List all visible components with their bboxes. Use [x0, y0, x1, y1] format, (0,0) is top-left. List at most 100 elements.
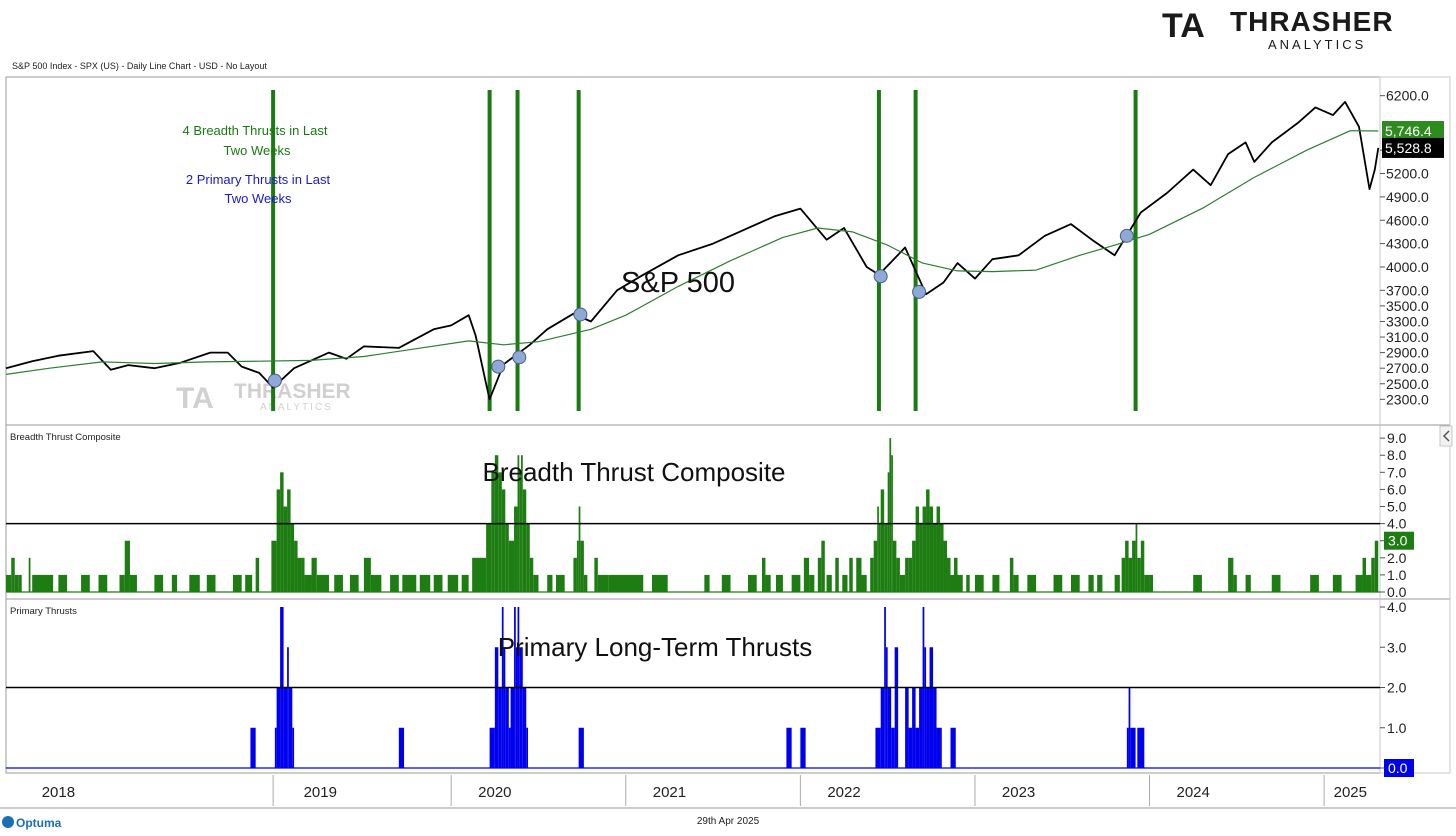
- breadth-bar-130: [1140, 540, 1145, 592]
- primary-bar-25: [800, 727, 806, 768]
- primary-bar-16: [510, 687, 515, 768]
- breadth-bar-19: [271, 540, 277, 592]
- breadth-bar-92: [889, 438, 892, 592]
- breadth-bar-14: [189, 574, 200, 592]
- brand-logo: TA THRASHER ANALYTICS: [1162, 6, 1393, 52]
- breadth-bar-62: [580, 540, 584, 592]
- primary-bar-46: [1126, 727, 1129, 768]
- breadth-bar-80: [835, 557, 839, 592]
- primary-bar-26: [875, 727, 881, 768]
- breadth-bar-20: [276, 489, 281, 592]
- breadth-bar-85: [870, 557, 874, 592]
- primary-bar-21: [522, 687, 527, 768]
- breadth-bar-86: [873, 540, 878, 592]
- collapse-toggle[interactable]: [1439, 425, 1453, 447]
- breadth-bar-89: [880, 489, 885, 592]
- breadth-bar-99: [912, 540, 916, 592]
- breadth-bar-91: [887, 472, 890, 592]
- breadth-bar-75: [803, 557, 810, 592]
- breadth-bar-13: [171, 574, 178, 592]
- primary-bar-27: [880, 687, 885, 768]
- breadth-bar-82: [849, 557, 853, 592]
- breadth-bar-39: [447, 574, 459, 592]
- thrust-marker-1: [491, 359, 506, 374]
- breadth-tick-label-7: 2.0: [1387, 550, 1407, 566]
- breadth-bar-55: [529, 557, 534, 592]
- breadth-bar-122: [1097, 574, 1103, 592]
- breadth-bar-128: [1135, 523, 1138, 592]
- year-label-2020: 2020: [478, 784, 511, 801]
- breadth-bar-18: [255, 557, 260, 592]
- breadth-bar-57: [547, 574, 553, 592]
- price-tick-label-7: 3700.0: [1386, 282, 1429, 298]
- breadth-bar-139: [1332, 574, 1342, 592]
- breadth-tick-label-3: 6.0: [1387, 481, 1407, 497]
- breadth-bar-49: [514, 506, 518, 592]
- primary-bar-1: [274, 727, 277, 768]
- annotation-primary-line2: Two Weeks: [225, 191, 292, 206]
- breadth-bar-16: [232, 574, 242, 592]
- breadth-tick-label-5: 4.0: [1387, 516, 1407, 532]
- primary-bar-15: [508, 727, 511, 768]
- price-tick-label-8: 3500.0: [1386, 298, 1429, 314]
- breadth-bar-113: [966, 574, 970, 592]
- primary-bar-35: [912, 687, 916, 768]
- breadth-bar-126: [1128, 557, 1133, 592]
- price-tick-label-13: 2500.0: [1386, 376, 1429, 392]
- primary-tick-label-0: 4.0: [1387, 599, 1407, 615]
- breadth-panel: [6, 438, 1380, 593]
- price-panel-title: S&P 500: [621, 267, 735, 299]
- breadth-bar-51: [519, 472, 522, 592]
- price-series-line: [5, 101, 1380, 401]
- primary-bar-49: [1137, 727, 1145, 768]
- breadth-bar-142: [1366, 574, 1372, 592]
- vendor-logo-icon: [2, 816, 14, 828]
- breadth-bar-54: [526, 523, 530, 592]
- breadth-bar-111: [954, 557, 958, 592]
- breadth-bar-37: [419, 574, 431, 592]
- footer-date: 29th Apr 2025: [697, 816, 760, 827]
- breadth-bar-9: [119, 574, 125, 592]
- breadth-bar-135: [1233, 574, 1237, 592]
- breadth-bar-129: [1137, 557, 1141, 592]
- primary-tick-label-1: 3.0: [1387, 639, 1407, 655]
- breadth-bar-15: [206, 574, 216, 592]
- price-tick-label-0: 6200.0: [1386, 88, 1429, 104]
- primary-panel: [6, 607, 1380, 769]
- primary-bar-13: [503, 647, 506, 768]
- breadth-bar-144: [1374, 540, 1379, 592]
- year-label-2021: 2021: [653, 784, 686, 801]
- primary-bar-36: [915, 727, 920, 768]
- breadth-bar-110: [950, 574, 955, 592]
- year-label-2022: 2022: [827, 784, 860, 801]
- primary-bar-34: [908, 727, 913, 768]
- breadth-bar-59: [573, 557, 577, 592]
- price-tick-label-3: 4900.0: [1386, 189, 1429, 205]
- breadth-bar-77: [817, 557, 822, 592]
- watermark-mark: TA: [176, 382, 214, 415]
- price-tick-label-6: 4000.0: [1386, 259, 1429, 275]
- breadth-bar-47: [505, 523, 509, 592]
- breadth-tick-label-9: 0.0: [1387, 584, 1407, 600]
- breadth-bar-23: [287, 489, 291, 592]
- breadth-last-value-label: 3.0: [1388, 533, 1408, 549]
- price-tick-label-10: 3100.0: [1386, 329, 1429, 345]
- breadth-bar-72: [765, 574, 771, 592]
- breadth-bar-131: [1144, 574, 1150, 592]
- y-axes: 6200.05500.05200.04900.04600.04300.04000…: [1380, 88, 1444, 777]
- breadth-bar-141: [1362, 557, 1367, 592]
- breadth-bar-12: [154, 574, 164, 592]
- primary-bar-24: [786, 727, 792, 768]
- breadth-bar-66: [608, 574, 644, 592]
- primary-bar-0: [250, 727, 256, 768]
- brand-subtitle: ANALYTICS: [1268, 37, 1366, 52]
- breadth-bar-30: [316, 574, 329, 592]
- annotation-breadth-line1: 4 Breadth Thrusts in Last: [182, 123, 327, 138]
- annotation-breadth-line2: Two Weeks: [224, 143, 291, 158]
- primary-panel-title: Primary Long-Term Thrusts: [498, 632, 813, 662]
- price-last-value-label-0: 5,746.4: [1385, 123, 1432, 139]
- year-label-2024: 2024: [1177, 784, 1210, 801]
- breadth-bar-3: [18, 574, 22, 592]
- primary-bar-42: [933, 687, 937, 768]
- primary-bar-20: [519, 647, 523, 768]
